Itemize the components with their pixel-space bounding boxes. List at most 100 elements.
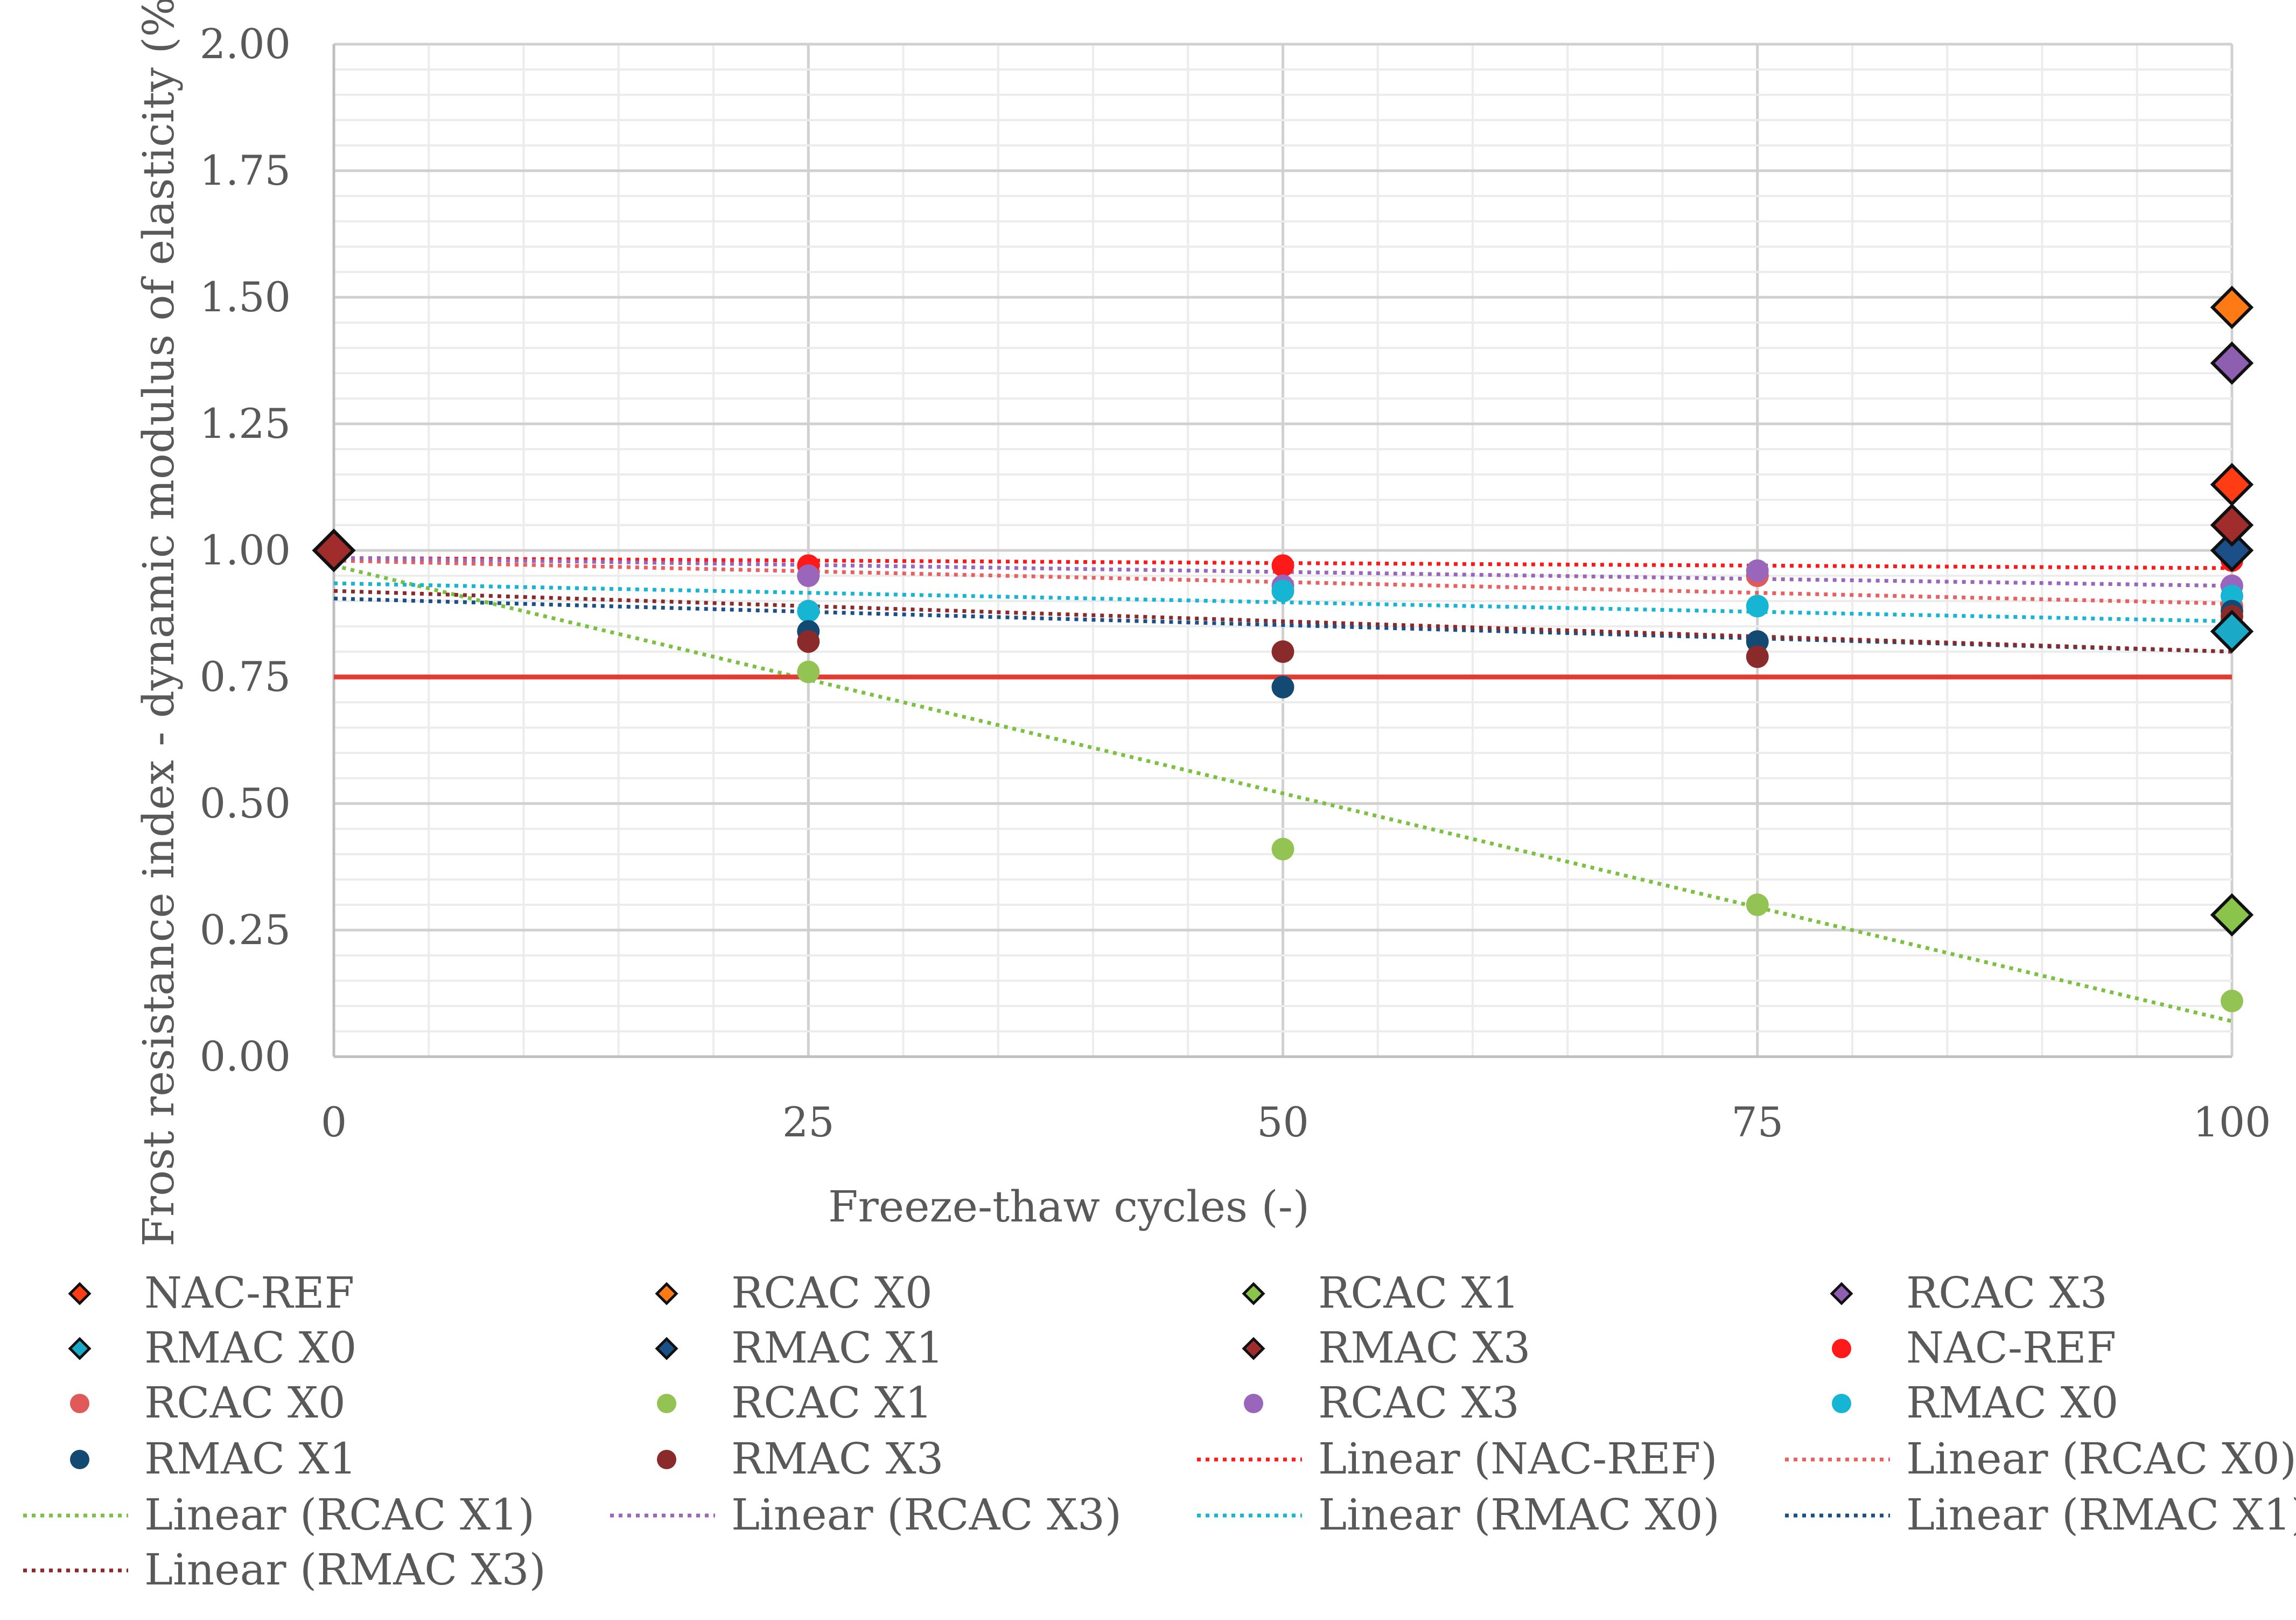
legend-label: RMAC X0 (1906, 1378, 2118, 1428)
legend-circle-marker (657, 1450, 676, 1469)
legend-circle-marker (70, 1394, 89, 1413)
legend-item: Linear (RCAC X1) (23, 1490, 535, 1540)
data-point (2210, 528, 2254, 572)
data-point (1746, 559, 1769, 582)
legend-item: RMAC X1 (70, 1434, 356, 1484)
trendline (333, 589, 2232, 654)
legend-item: RMAC X3 (657, 1434, 943, 1484)
legend-item: Linear (RMAC X3) (23, 1545, 546, 1595)
x-tick-labels: 0 25 50 75 100 (321, 1098, 2271, 1146)
legend-item: RCAC X0 (70, 1378, 346, 1428)
data-point (1746, 645, 1769, 668)
legend-diamond-marker (655, 1337, 678, 1360)
legend-circle-marker (657, 1394, 676, 1413)
data-point (2210, 463, 2254, 507)
legend-label: RCAC X0 (144, 1378, 346, 1428)
legend-item: RCAC X1 (1242, 1268, 1520, 1318)
legend-diamond-marker (655, 1282, 678, 1305)
legend-label: RMAC X1 (731, 1323, 943, 1373)
data-point (1746, 893, 1769, 916)
legend-label: RCAC X1 (731, 1378, 933, 1428)
legend-label: RCAC X1 (1318, 1268, 1520, 1318)
y-tick-label: 0.75 (200, 653, 291, 701)
y-tick-label: 0.50 (200, 779, 291, 827)
legend-item: RCAC X0 (655, 1268, 933, 1318)
legend-diamond-marker (68, 1282, 92, 1305)
data-point (1271, 579, 1294, 603)
data-point (2210, 341, 2254, 385)
legend-item: NAC-REF (1832, 1323, 2116, 1373)
y-tick-labels: 0.00 0.25 0.50 0.75 1.00 1.25 1.50 1.75 2.00 (200, 20, 291, 1080)
legend-diamond-marker (1830, 1282, 1853, 1305)
legend-label: Linear (RMAC X3) (144, 1545, 546, 1595)
data-point (797, 630, 820, 653)
legend-diamond-marker (1242, 1337, 1265, 1360)
legend-label: RMAC X0 (144, 1323, 356, 1373)
x-tick-label: 100 (2193, 1098, 2271, 1146)
y-axis-title: Frost resistance index - dynamic modulus… (134, 0, 184, 1247)
data-point (2210, 893, 2254, 937)
y-tick-label: 0.25 (200, 906, 291, 954)
legend-item: RMAC X3 (1242, 1323, 1530, 1373)
data-point (2210, 503, 2254, 547)
y-tick-label: 1.75 (200, 146, 291, 194)
legend-item: RCAC X1 (657, 1378, 933, 1428)
legend-item: Linear (RCAC X0) (1785, 1434, 2296, 1484)
legend-diamond-marker (68, 1337, 92, 1360)
legend-label: Linear (RMAC X0) (1318, 1490, 1720, 1540)
legend-circle-marker (1244, 1394, 1263, 1413)
legend-label: Linear (RCAC X0) (1906, 1434, 2296, 1484)
legend-circle-marker (70, 1450, 89, 1469)
data-point (797, 599, 820, 623)
data-point (2210, 285, 2254, 330)
legend-label: RCAC X3 (1318, 1378, 1520, 1428)
legend-label: RMAC X3 (731, 1434, 943, 1484)
data-point (2221, 989, 2243, 1012)
legend: NAC-REF RCAC X0 RCAC X1 RCAC X3 RMAC X0 RMAC … (23, 1268, 2296, 1595)
data-point (1271, 640, 1294, 663)
x-tick-label: 75 (1731, 1098, 1783, 1146)
legend-item: Linear (RMAC X0) (1197, 1490, 1720, 1540)
legend-circle-marker (1832, 1394, 1851, 1413)
data-point (2210, 610, 2254, 653)
legend-label: Linear (RMAC X1) (1906, 1490, 2296, 1540)
legend-circle-marker (1832, 1339, 1851, 1358)
legend-label: RMAC X1 (144, 1434, 356, 1484)
legend-item: RMAC X0 (68, 1323, 356, 1373)
legend-item: Linear (RCAC X3) (610, 1490, 1122, 1540)
legend-item: RCAC X3 (1244, 1378, 1520, 1428)
y-tick-label: 2.00 (200, 20, 291, 68)
y-tick-label: 1.25 (200, 400, 291, 448)
data-point (1271, 554, 1294, 577)
legend-label: RCAC X3 (1906, 1268, 2108, 1318)
data-points (312, 285, 2254, 1012)
legend-item: RCAC X3 (1830, 1268, 2108, 1318)
legend-label: Linear (RCAC X3) (731, 1490, 1122, 1540)
legend-label: RCAC X0 (731, 1268, 933, 1318)
legend-label: NAC-REF (144, 1268, 354, 1318)
legend-item: Linear (NAC-REF) (1197, 1434, 1718, 1484)
legend-label: Linear (NAC-REF) (1318, 1434, 1718, 1484)
legend-diamond-marker (1242, 1282, 1265, 1305)
grid (332, 43, 2234, 1058)
data-point (1271, 675, 1294, 699)
x-axis-title: Freeze-thaw cycles (-) (828, 1182, 1310, 1232)
legend-item: RMAC X0 (1832, 1378, 2118, 1428)
data-point (797, 564, 820, 587)
data-point (1271, 837, 1294, 861)
y-tick-label: 0.00 (200, 1032, 291, 1080)
legend-label: NAC-REF (1906, 1323, 2116, 1373)
legend-item: RMAC X1 (655, 1323, 943, 1373)
legend-label: RMAC X3 (1318, 1323, 1530, 1373)
x-tick-label: 0 (321, 1098, 347, 1146)
y-tick-label: 1.50 (200, 273, 291, 321)
legend-label: Linear (RCAC X1) (144, 1490, 535, 1540)
trendline (333, 563, 2232, 1023)
data-point (1746, 595, 1769, 618)
x-tick-label: 50 (1257, 1098, 1309, 1146)
x-tick-label: 25 (782, 1098, 835, 1146)
legend-item: NAC-REF (68, 1268, 354, 1318)
data-point (797, 660, 820, 683)
trendline (333, 581, 2232, 624)
